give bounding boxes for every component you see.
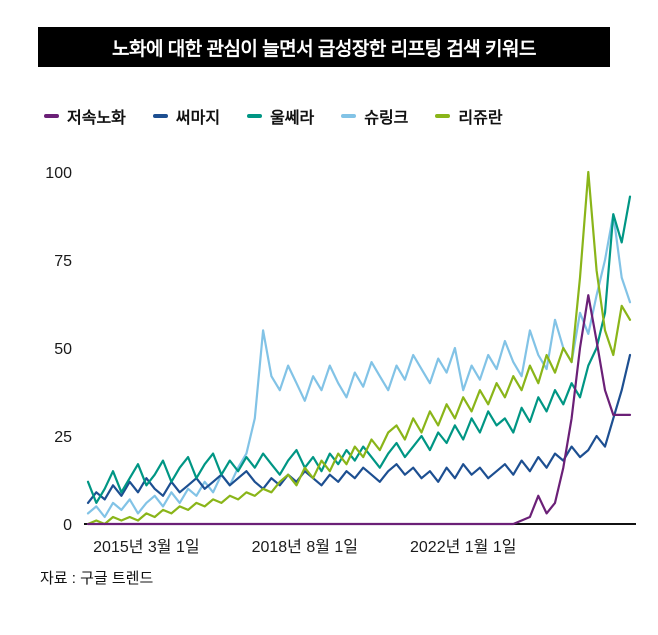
legend-label: 리쥬란 <box>458 110 503 127</box>
y-axis-tick-label: 50 <box>54 341 72 358</box>
legend-label: 슈링크 <box>364 110 409 127</box>
y-axis-tick-label: 100 <box>45 165 72 182</box>
chart-area: 0 25 50 75 100 2015년 3월 1일 2018년 8월 1일 2022년 1월… <box>0 142 658 572</box>
y-axis-tick-label: 25 <box>54 429 72 446</box>
x-axis-tick-label: 2022년 1월 1일 <box>410 538 516 556</box>
legend-item: 저속노화 <box>44 104 126 128</box>
y-axis-tick-label: 75 <box>54 253 72 270</box>
legend-swatch <box>152 114 168 118</box>
x-axis-tick-label: 2015년 3월 1일 <box>93 538 199 556</box>
legend-swatch <box>44 114 59 118</box>
legend-label: 울쎄라 <box>270 110 315 127</box>
legend-item: 리쥬란 <box>435 104 503 128</box>
series-line-저속노화 <box>86 294 632 526</box>
series-line-슈링크 <box>86 213 632 519</box>
x-axis-tick-label: 2018년 8월 1일 <box>252 538 358 556</box>
legend-item: 슈링크 <box>341 104 408 128</box>
title-banner: 노화에 대한 관심이 늘면서 급성장한 리프팅 검색 키워드 <box>38 27 610 67</box>
legend-swatch <box>435 114 451 118</box>
legend-label: 써마지 <box>175 110 221 127</box>
legend-swatch <box>247 114 263 118</box>
legend-label: 저속노화 <box>67 110 126 127</box>
series-line-써마지 <box>86 353 632 504</box>
legend-swatch <box>341 114 357 118</box>
trend-chart: 0 25 50 75 100 2015년 3월 1일 2018년 8월 1일 2022년 1월… <box>45 165 636 556</box>
legend-item: 써마지 <box>152 104 221 128</box>
series-line-울쎄라 <box>86 195 632 504</box>
y-axis-tick-label: 0 <box>63 517 72 534</box>
page-title: 노화에 대한 관심이 늘면서 급성장한 리프팅 검색 키워드 <box>112 38 537 60</box>
legend-item: 울쎄라 <box>247 104 314 128</box>
legend: 저속노화 써마지 울쎄라 슈링크 리쥬란 <box>44 104 503 128</box>
series-line-리쥬란 <box>86 170 632 526</box>
source-note: 자료 : 구글 트렌드 <box>40 570 154 587</box>
